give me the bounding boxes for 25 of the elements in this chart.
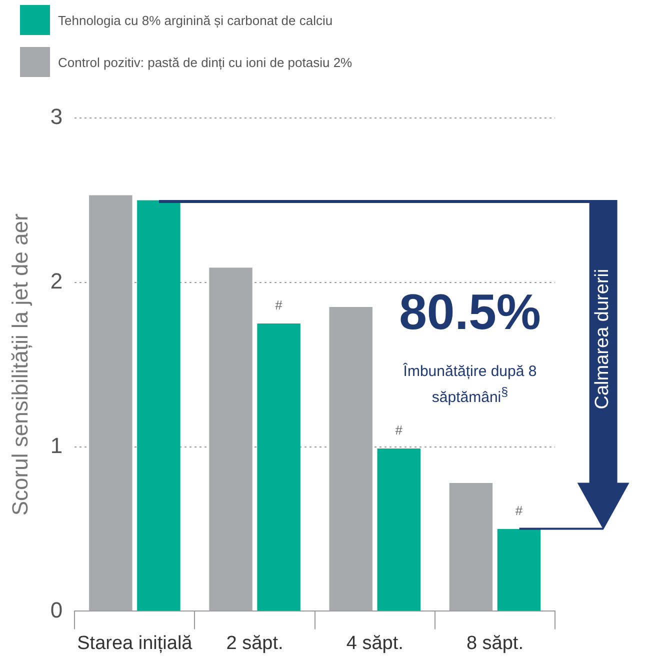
y-tick-label: 1 bbox=[50, 432, 63, 458]
bar bbox=[377, 448, 420, 611]
bar bbox=[497, 529, 541, 611]
y-tick-label: 3 bbox=[50, 104, 63, 130]
legend-label: Control pozitiv: pastă de dinți cu ioni de potasiu 2% bbox=[58, 54, 352, 70]
bar bbox=[209, 268, 252, 611]
bar bbox=[257, 324, 300, 611]
y-tick-label: 0 bbox=[50, 597, 63, 622]
bar bbox=[329, 307, 372, 611]
bar bbox=[89, 195, 132, 611]
y-axis-title: Scorul sensibilității la jet de aer bbox=[7, 214, 32, 516]
x-tick-label: 4 săpt. bbox=[346, 632, 404, 654]
annotation: 80.5% bbox=[398, 283, 542, 342]
bar bbox=[137, 200, 180, 611]
annotation: # bbox=[515, 503, 524, 518]
x-tick-label: 2 săpt. bbox=[226, 632, 284, 654]
annotation: # bbox=[275, 298, 284, 312]
legend-label: Tehnologia cu 8% arginină și carbonat de calciu bbox=[58, 12, 333, 28]
x-tick-label: Starea inițială bbox=[77, 632, 193, 654]
x-tick-label: 8 săpt. bbox=[466, 632, 524, 654]
annotation: Îmbunătățire după 8 săptămâni$^{§}$ bbox=[402, 362, 538, 408]
annotation: # bbox=[395, 422, 404, 438]
bar bbox=[449, 482, 493, 611]
text: Calmarea durerii bbox=[592, 268, 614, 409]
y-tick-label: 2 bbox=[50, 268, 63, 294]
